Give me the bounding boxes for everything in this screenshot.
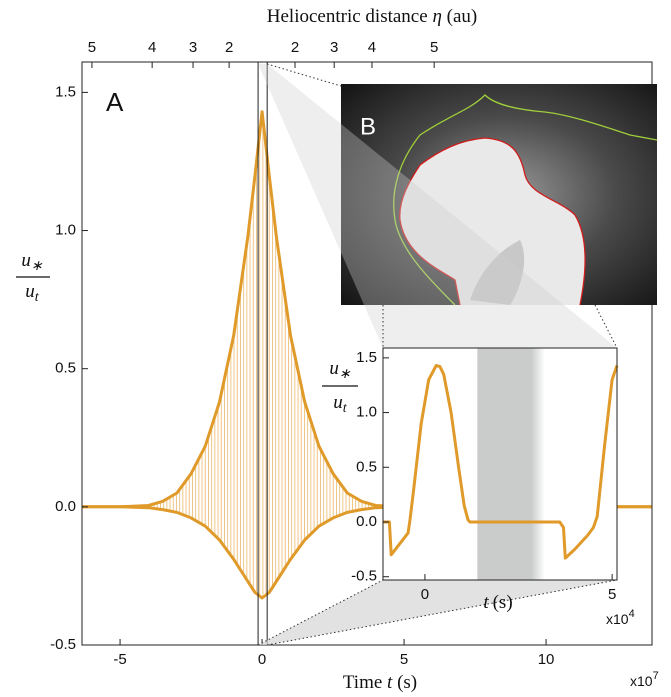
y-tick-label: 1.0: [55, 222, 76, 239]
data-line: [383, 364, 619, 560]
shaded-span: [477, 348, 545, 580]
y-label-sub: ∗: [339, 367, 351, 382]
x2-axis-label: Heliocentric distance η (au): [267, 6, 477, 27]
y-tick-label: 1.5: [55, 83, 76, 100]
multiplier-base: x10: [606, 611, 629, 627]
zoom-guide: [267, 63, 342, 87]
x2-tick-label: 5: [88, 39, 96, 56]
zoom-wedges: [257, 63, 618, 646]
y-label-denominator: ut: [25, 281, 40, 305]
zoom-guide: [594, 304, 618, 349]
x2-tick-label: 2: [291, 39, 299, 56]
y-label-main: u: [329, 358, 339, 379]
comet-shadow: [470, 240, 525, 305]
x2-tick-label: 4: [368, 39, 376, 56]
y-tick-label: -0.5: [351, 568, 377, 585]
x-tick-label: 5: [608, 586, 616, 603]
oscillation-fill: [82, 111, 652, 598]
y-tick-label: 1.5: [356, 349, 377, 366]
x-axis-label: t (s): [483, 592, 512, 613]
plot-frame: [81, 61, 653, 646]
x-tick-label: 0: [421, 586, 429, 603]
zoom-guide: [267, 579, 618, 646]
nucleus-outline: [399, 137, 586, 306]
x-multiplier: x107: [630, 670, 659, 689]
x2-tick-label: 3: [189, 39, 197, 56]
panel-label: B: [360, 113, 376, 140]
plot-frame: [382, 347, 618, 581]
y-label-numerator: u∗: [329, 358, 351, 382]
x2-tick-label: 5: [430, 39, 438, 56]
y-label-denominator: ut: [333, 392, 348, 416]
x2-tick-label: 2: [225, 39, 233, 56]
x-tick-label: 10: [538, 651, 555, 668]
x-multiplier: x104: [606, 608, 635, 627]
y-axis-label: u∗ ut: [16, 250, 50, 305]
y-tick-label: 1.0: [356, 404, 377, 421]
y-tick-label: 0.0: [55, 498, 76, 515]
x2-tick-label: 3: [330, 39, 338, 56]
x-tick-label: -5: [113, 651, 126, 668]
wedge-top: [258, 64, 617, 348]
x-label-unit: (s): [493, 592, 513, 613]
photo-inset: B: [341, 84, 658, 306]
x-tick-label: 5: [400, 651, 408, 668]
y-label-numerator: u∗: [21, 250, 43, 274]
zoom-guide: [257, 579, 384, 646]
y-label-sub: t: [343, 401, 348, 416]
y-tick-label: 0.5: [55, 360, 76, 377]
y-tick-label: -0.5: [50, 636, 76, 653]
y-tick-label: 0.5: [356, 458, 377, 475]
x-axis-label: Time t (s): [343, 672, 417, 693]
panel-label: A: [106, 87, 124, 117]
comet-nucleus: [399, 138, 585, 305]
x-label-symbol: t: [483, 592, 489, 613]
y-label-main: u: [333, 392, 343, 413]
multiplier-exp: 4: [629, 608, 635, 620]
x2-tick-label: 4: [148, 39, 156, 56]
coma-outline: [393, 94, 658, 306]
x-tick-label: 0: [258, 651, 266, 668]
y-tick-label: 0.0: [356, 513, 377, 530]
